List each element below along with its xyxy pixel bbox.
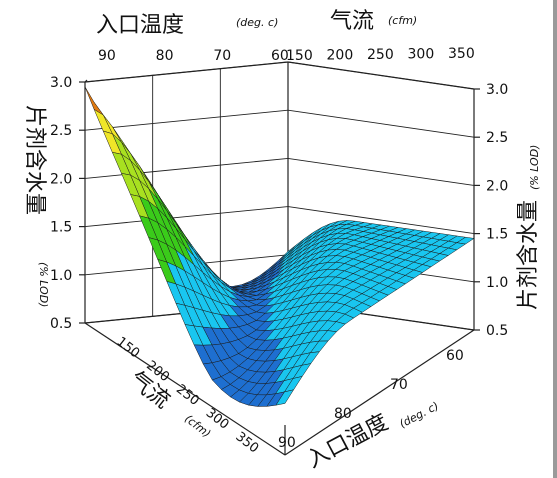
top-airflow-tick-label: 150 (286, 48, 313, 64)
right-z-axis-title: 片剂含水量 (516, 200, 541, 310)
top-temp-tick-label: 70 (213, 48, 231, 64)
top-airflow-tick-label: 200 (327, 48, 354, 64)
top-airflow-tick-label: 250 (367, 47, 394, 63)
top-airflow-tick-label: 350 (448, 46, 475, 62)
left-z-axis-title: 片剂含水量 (22, 105, 47, 215)
z-tick-label-left: 2.5 (50, 123, 72, 139)
z-gridline (84, 206, 289, 228)
z-gridline (84, 61, 289, 83)
z-gridline (287, 109, 475, 138)
z-gridline (287, 157, 475, 186)
z-gridline (287, 61, 475, 90)
floor-front-right-edge (284, 329, 475, 456)
z-tick-label-left: 3.0 (50, 75, 72, 91)
left-top-corner (84, 79, 88, 83)
floor-front-left-edge (84, 322, 286, 456)
top-temp-tick-label: 90 (98, 48, 116, 64)
bottom-temp-tick-label: 70 (390, 377, 408, 393)
z-gridline (287, 206, 475, 235)
bottom-airflow-tick-label: 250 (173, 382, 202, 409)
top-temp-tick-label: 60 (271, 48, 289, 64)
right-z-axis-unit: (% LOD) (528, 145, 541, 190)
surface-cell (275, 389, 295, 406)
z-tick-label-left: 2.0 (50, 171, 72, 187)
chart-front-frame (84, 79, 286, 455)
z-tick-label-right: 1.0 (486, 275, 508, 291)
z-tick-label-right: 2.5 (486, 130, 508, 146)
z-tick-label-right: 3.0 (486, 82, 508, 98)
bottom-airflow-tick-label: 350 (233, 429, 262, 456)
left-z-axis-unit: (% LOD) (37, 262, 50, 307)
top-x-axis-unit: (deg. c) (236, 16, 278, 29)
bottom-temp-tick-label: 60 (446, 348, 464, 364)
top-x-axis-title: 入口温度 (96, 13, 184, 38)
bottom-temp-tick-label: 90 (278, 435, 296, 451)
z-tick-label-left: 1.0 (50, 268, 72, 284)
surface-mesh (84, 86, 475, 407)
z-tick-label-left: 1.5 (50, 220, 72, 236)
z-tick-label-right: 0.5 (486, 323, 508, 339)
z-gridline (84, 109, 289, 131)
top-temp-tick-label: 80 (156, 48, 174, 64)
z-tick-label-left: 0.5 (50, 316, 72, 332)
bottom-temp-tick-label: 80 (334, 406, 352, 422)
top-y-axis-unit: (cfm) (388, 14, 417, 27)
top-airflow-tick-label: 300 (408, 47, 435, 63)
z-tick-label-right: 1.5 (486, 227, 508, 243)
z-tick-label-right: 2.0 (486, 178, 508, 194)
surface-cell (84, 86, 104, 116)
right-edge-border (553, 0, 557, 478)
top-y-axis-title: 气流 (330, 9, 374, 34)
surface-cell (93, 108, 113, 135)
bottom-x-axis-unit: (deg. c) (397, 399, 441, 430)
z-gridline (84, 157, 289, 179)
